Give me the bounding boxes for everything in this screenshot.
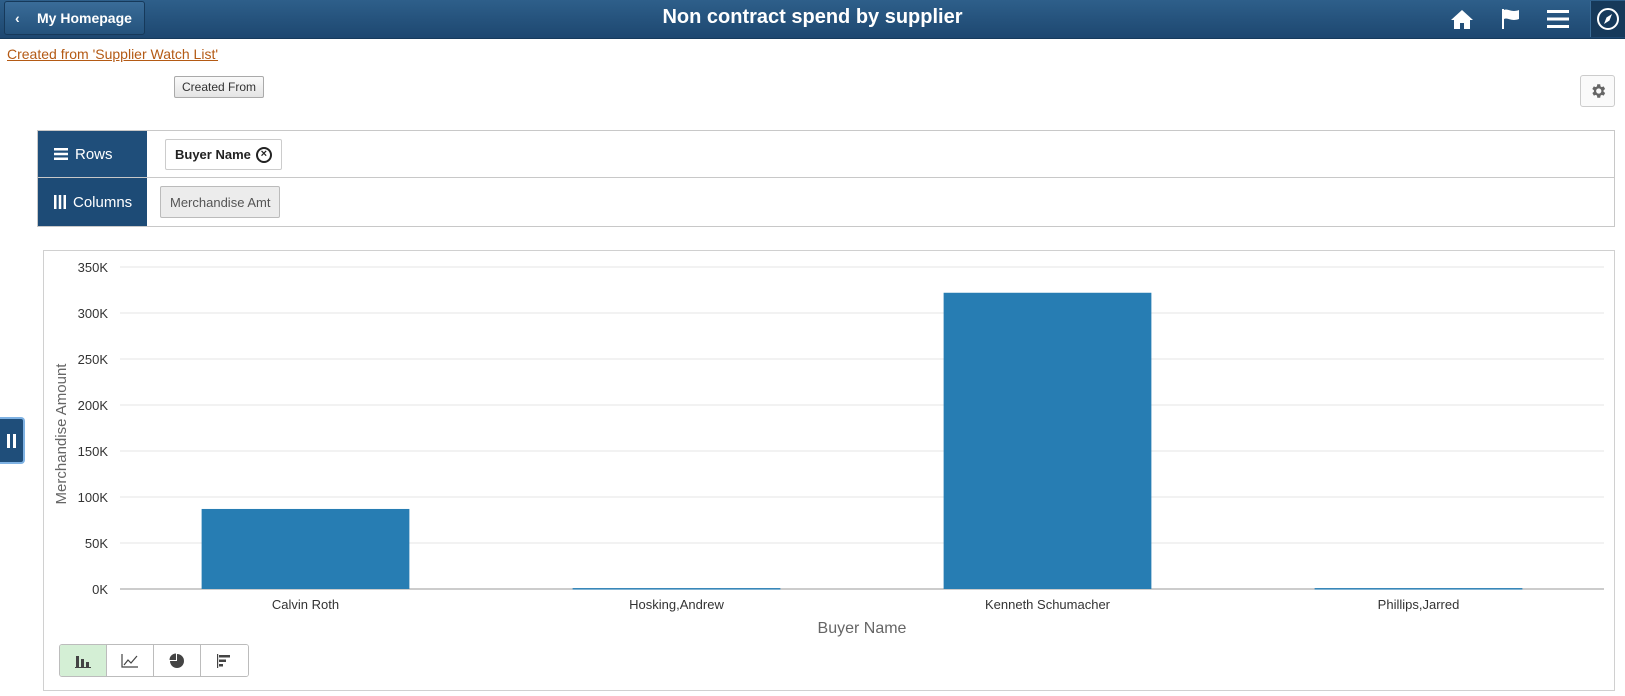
- flag-icon[interactable]: [1494, 4, 1528, 34]
- bar: [943, 292, 1152, 589]
- x-tick-label: Kenneth Schumacher: [985, 597, 1111, 612]
- column-field-chip[interactable]: Merchandise Amt: [160, 186, 281, 218]
- header-bar: ‹ My Homepage Non contract spend by supp…: [0, 0, 1625, 39]
- bar: [201, 508, 410, 589]
- settings-gear-button[interactable]: [1580, 75, 1615, 107]
- rows-label: Rows: [75, 145, 113, 163]
- home-icon[interactable]: [1445, 4, 1479, 34]
- horizontal-bar-chart-icon: [216, 653, 230, 668]
- chevron-left-icon: ‹: [15, 10, 20, 26]
- remove-field-icon[interactable]: ×: [255, 146, 272, 163]
- created-from-button[interactable]: Created From: [174, 76, 265, 98]
- line-chart-button[interactable]: [107, 645, 154, 676]
- chart-container: 0K 50K 100K 150K 200K 250K 300K 350K Calvin Roth…: [43, 250, 1615, 691]
- y-tick-label: 350K: [78, 260, 109, 275]
- columns-row: Columns Merchandise Amt: [38, 178, 1614, 226]
- bar-chart: 0K 50K 100K 150K 200K 250K 300K 350K Calvin Roth…: [53, 260, 1604, 637]
- rows-row: Rows Buyer Name ×: [38, 131, 1614, 178]
- back-to-homepage-button[interactable]: ‹ My Homepage: [4, 1, 145, 35]
- side-panel-handle[interactable]: [0, 417, 25, 464]
- y-tick-label: 100K: [78, 490, 109, 505]
- bar-chart-button[interactable]: [60, 645, 107, 676]
- y-tick-label: 50K: [85, 536, 108, 551]
- y-tick-label: 200K: [78, 398, 109, 413]
- row-field-chip[interactable]: Buyer Name ×: [165, 139, 282, 170]
- column-field-label: Merchandise Amt: [170, 194, 271, 210]
- x-tick-label: Hosking,Andrew: [629, 597, 724, 612]
- y-tick-label: 300K: [78, 306, 109, 321]
- rows-icon: [54, 148, 68, 160]
- compass-icon[interactable]: [1590, 1, 1625, 37]
- created-from-link[interactable]: Created from 'Supplier Watch List': [7, 46, 219, 62]
- y-axis-title: Merchandise Amount: [53, 363, 70, 505]
- y-tick-label: 150K: [78, 444, 109, 459]
- gear-icon: [1591, 84, 1605, 98]
- pivot-fields-panel: Rows Buyer Name × Columns Merchandise Am…: [37, 130, 1615, 227]
- pie-chart-icon: [169, 653, 184, 668]
- y-tick-label: 0K: [92, 582, 108, 597]
- columns-label: Columns: [73, 193, 133, 211]
- chart-type-toolbar: [59, 644, 249, 677]
- row-field-label: Buyer Name: [175, 147, 251, 162]
- pie-chart-button[interactable]: [154, 645, 201, 676]
- rows-label-box: Rows: [38, 131, 147, 177]
- x-tick-label: Calvin Roth: [272, 597, 339, 612]
- columns-label-box: Columns: [38, 178, 147, 226]
- x-tick-label: Phillips,Jarred: [1378, 597, 1460, 612]
- back-button-label: My Homepage: [37, 10, 132, 26]
- line-chart-icon: [121, 653, 138, 668]
- bar-chart-icon: [75, 655, 91, 668]
- x-axis-title: Buyer Name: [818, 620, 907, 637]
- bar: [1314, 588, 1523, 590]
- y-tick-label: 250K: [78, 352, 109, 367]
- columns-icon: [54, 195, 66, 209]
- page-title: Non contract spend by supplier: [662, 6, 963, 28]
- bar: [572, 588, 781, 590]
- horizontal-bar-chart-button[interactable]: [201, 645, 248, 676]
- menu-icon[interactable]: [1541, 4, 1575, 34]
